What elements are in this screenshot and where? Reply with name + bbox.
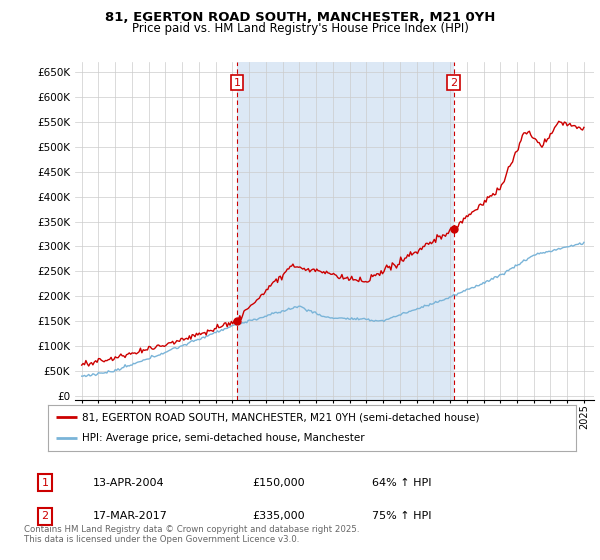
Text: Contains HM Land Registry data © Crown copyright and database right 2025.
This d: Contains HM Land Registry data © Crown c… bbox=[24, 525, 359, 544]
Text: 75% ↑ HPI: 75% ↑ HPI bbox=[372, 511, 431, 521]
Text: £150,000: £150,000 bbox=[252, 478, 305, 488]
Text: HPI: Average price, semi-detached house, Manchester: HPI: Average price, semi-detached house,… bbox=[82, 433, 365, 444]
Text: Price paid vs. HM Land Registry's House Price Index (HPI): Price paid vs. HM Land Registry's House … bbox=[131, 22, 469, 35]
Text: 2: 2 bbox=[41, 511, 49, 521]
Text: 17-MAR-2017: 17-MAR-2017 bbox=[93, 511, 168, 521]
Text: 81, EGERTON ROAD SOUTH, MANCHESTER, M21 0YH (semi-detached house): 81, EGERTON ROAD SOUTH, MANCHESTER, M21 … bbox=[82, 412, 480, 422]
Text: 81, EGERTON ROAD SOUTH, MANCHESTER, M21 0YH: 81, EGERTON ROAD SOUTH, MANCHESTER, M21 … bbox=[105, 11, 495, 24]
Text: 13-APR-2004: 13-APR-2004 bbox=[93, 478, 164, 488]
Text: 1: 1 bbox=[41, 478, 49, 488]
Text: 1: 1 bbox=[233, 78, 241, 87]
Bar bbox=[237, 62, 454, 400]
Text: 2: 2 bbox=[450, 78, 457, 87]
Text: 64% ↑ HPI: 64% ↑ HPI bbox=[372, 478, 431, 488]
Text: £335,000: £335,000 bbox=[252, 511, 305, 521]
